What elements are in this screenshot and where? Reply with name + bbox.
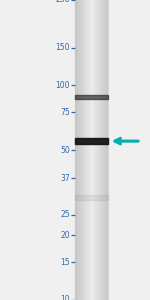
Text: 20: 20: [60, 231, 70, 240]
Text: 150: 150: [55, 43, 70, 52]
Text: 15: 15: [60, 258, 70, 267]
Bar: [75, 95, 108, 99]
Text: 25: 25: [60, 210, 70, 219]
Text: 37: 37: [60, 174, 70, 183]
Bar: [75, 0, 108, 300]
Text: 100: 100: [55, 81, 70, 90]
Text: 250: 250: [55, 0, 70, 4]
Text: 10: 10: [60, 296, 70, 300]
Text: 75: 75: [60, 108, 70, 117]
Bar: [75, 196, 108, 200]
Text: 50: 50: [60, 146, 70, 154]
Bar: [75, 138, 108, 144]
